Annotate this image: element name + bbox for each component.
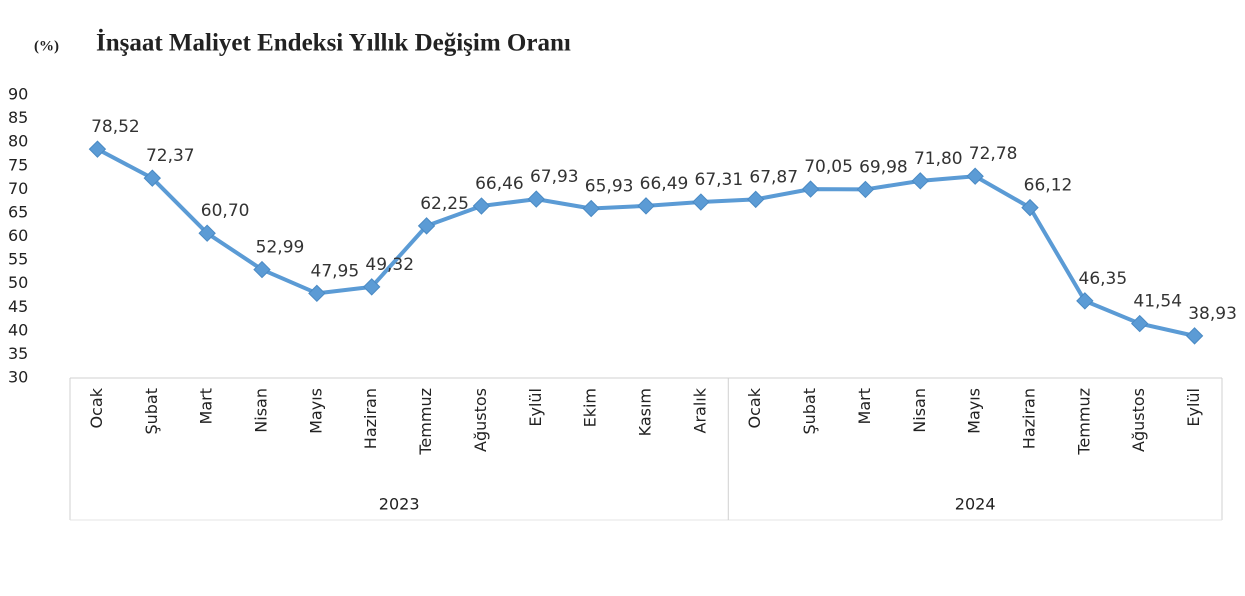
x-tick-label: Aralık [690,387,709,433]
y-tick-label: 85 [8,108,28,127]
data-label: 72,78 [969,144,1018,164]
data-label: 66,46 [475,174,524,194]
x-tick-label: Ocak [87,387,106,428]
marker [1185,327,1204,345]
group-label: 2023 [379,495,420,514]
data-label: 41,54 [1133,292,1182,312]
marker [911,172,929,190]
x-tick-label: Ekim [581,388,600,427]
x-tick-label: Temmuz [1074,388,1093,456]
x-tick-label: Şubat [800,388,819,435]
marker [143,169,161,187]
marker [253,260,271,279]
marker [308,284,326,303]
y-tick-label: 45 [8,297,28,316]
marker [1131,314,1149,333]
marker [472,197,491,215]
y-tick-label: 40 [8,320,28,339]
x-tick-label: Ağustos [1129,388,1148,452]
data-label: 66,49 [640,174,689,194]
y-tick-label: 65 [8,202,28,221]
x-tick-label: Eylül [1184,388,1203,427]
marker [637,197,655,215]
data-label: 47,95 [311,261,360,281]
data-label: 46,35 [1079,269,1128,289]
y-tick-label: 75 [8,155,28,174]
unit-label: (%) [34,38,59,54]
x-tick-label: Eylül [526,388,545,427]
data-label: 38,93 [1188,304,1237,324]
y-tick-label: 60 [8,226,28,245]
data-label: 71,80 [914,149,963,169]
marker [747,190,765,209]
y-tick-label: 30 [8,368,28,387]
data-label: 67,93 [530,167,579,187]
y-tick-label: 55 [8,250,28,269]
marker [417,217,436,235]
data-label: 69,98 [859,157,908,177]
marker [527,190,545,208]
marker [692,193,710,211]
data-label: 65,93 [585,177,634,197]
x-tick-label: Şubat [142,388,161,435]
y-tick-label: 90 [8,85,28,104]
x-tick-label: Haziran [1020,388,1039,449]
marker [1076,292,1094,310]
chart-title: İnşaat Maliyet Endeksi Yıllık Değişim Or… [96,29,571,57]
x-tick-label: Mart [197,388,216,424]
y-tick-label: 50 [8,273,28,292]
marker [198,224,216,242]
y-tick-label: 70 [8,179,28,198]
data-label: 62,25 [420,194,469,214]
data-label: 49,32 [365,255,414,275]
marker [856,180,875,199]
x-tick-label: Nisan [252,388,271,433]
data-label: 70,05 [804,157,853,177]
x-tick-label: Ağustos [471,388,490,452]
data-label: 67,87 [749,167,798,187]
data-label: 67,31 [695,170,744,190]
marker [582,199,600,218]
marker [801,180,820,198]
x-tick-label: Mayıs [965,388,984,434]
data-label: 78,52 [91,117,140,137]
data-label: 66,12 [1024,176,1073,196]
y-tick-label: 80 [8,132,28,151]
marker [1021,198,1039,217]
x-tick-label: Ocak [745,387,764,428]
group-label: 2024 [955,495,996,514]
marker [88,140,107,158]
data-label: 60,70 [201,201,250,221]
x-tick-label: Temmuz [416,388,435,456]
y-tick-label: 35 [8,344,28,363]
x-tick-label: Mayıs [306,388,325,434]
marker [966,167,984,185]
data-label: 52,99 [256,238,305,258]
x-tick-label: Nisan [910,388,929,433]
x-tick-label: Mart [855,388,874,424]
x-tick-label: Haziran [361,388,380,449]
data-label: 72,37 [146,146,195,166]
marker [363,278,381,296]
x-tick-label: Kasım [636,388,655,436]
